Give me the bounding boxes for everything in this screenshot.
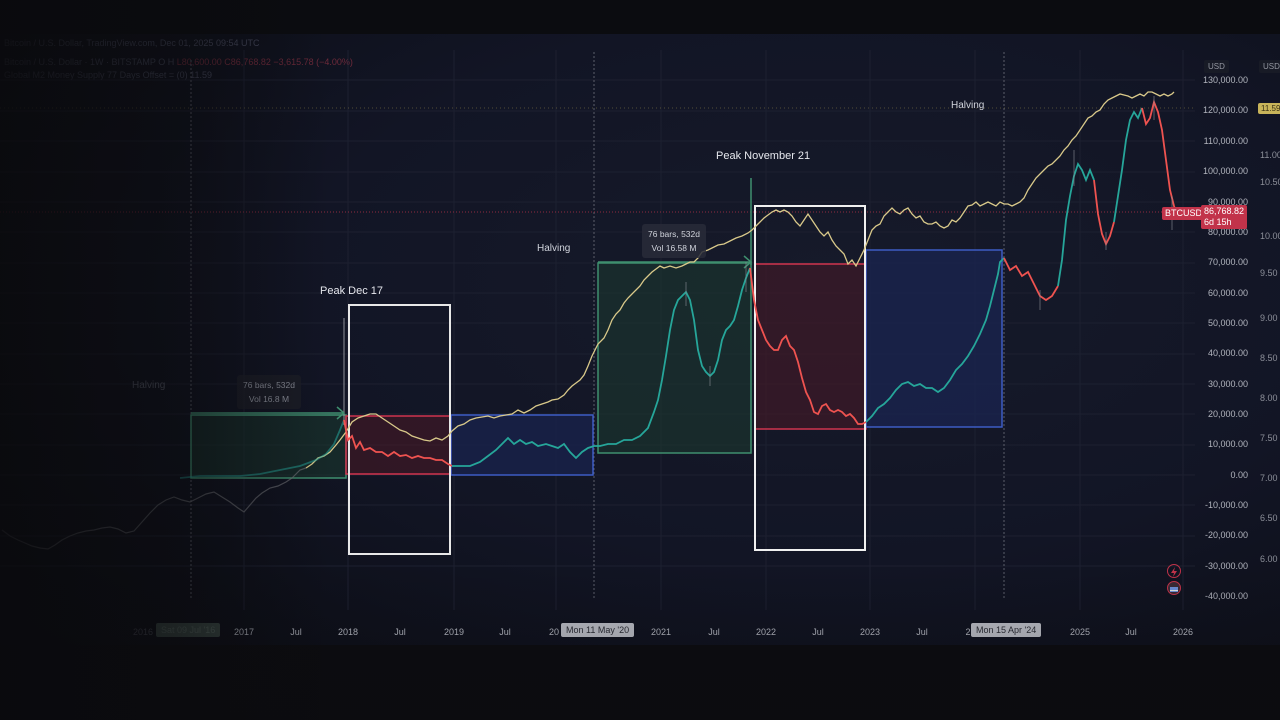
alert-lightning-icon[interactable] xyxy=(1167,564,1181,578)
m2-tick: 9.50 xyxy=(1260,268,1278,278)
price-tick: -40,000.00 xyxy=(1204,591,1248,601)
price-tick: 80,000.00 xyxy=(1207,227,1248,237)
peak-box-2021 xyxy=(754,205,866,551)
price-tick: 90,000.00 xyxy=(1207,197,1248,207)
m2-tick: 6.00 xyxy=(1260,554,1278,564)
time-tick: Jul xyxy=(708,627,720,637)
symbol-tag: BTCUSD xyxy=(1162,207,1206,220)
price-tick: -20,000.00 xyxy=(1204,530,1248,540)
m2-tick: 10.00 xyxy=(1260,231,1280,241)
measure-bars-text: 76 bars, 532d xyxy=(243,380,295,390)
crosshair-date-2024: Mon 15 Apr '24 xyxy=(971,623,1042,637)
last-price-value: 86,768.82 xyxy=(1204,206,1245,216)
measure-volume-text: Vol 16.8 M xyxy=(248,394,290,404)
time-tick: 2016 xyxy=(132,627,154,637)
m2-tick: 7.00 xyxy=(1260,473,1278,483)
peak-label-2021: Peak November 21 xyxy=(716,150,811,162)
time-tick: 2019 xyxy=(443,627,465,637)
crosshair-date-2020: Mon 11 May '20 xyxy=(561,623,635,637)
price-tick: 20,000.00 xyxy=(1207,409,1248,419)
halving-label-2024: Halving xyxy=(951,100,985,111)
accumulation-box-2023 xyxy=(865,249,1003,428)
bottom-band xyxy=(0,645,1280,720)
halving-label-2016: Halving xyxy=(132,380,166,391)
measure-tooltip-2016: 76 bars, 532d Vol 16.8 M xyxy=(237,375,301,409)
crosshair-date-faded: Sat 09 Jul '16 xyxy=(156,623,221,637)
time-tick: Jul xyxy=(1125,627,1137,637)
time-tick: 2017 xyxy=(233,627,255,637)
price-tick: 40,000.00 xyxy=(1207,348,1248,358)
price-tick: -10,000.00 xyxy=(1204,500,1248,510)
time-tick: 2025 xyxy=(1069,627,1091,637)
time-tick: Jul xyxy=(394,627,406,637)
measure-volume-text: Vol 16.58 M xyxy=(651,243,697,253)
m2-line xyxy=(305,91,1175,469)
price-tick: 120,000.00 xyxy=(1202,105,1248,115)
time-tick: 2026 xyxy=(1172,627,1194,637)
time-tick: 20 xyxy=(548,627,560,637)
m2-tick: 8.00 xyxy=(1260,393,1278,403)
price-tick: 100,000.00 xyxy=(1202,166,1248,176)
time-tick: Jul xyxy=(916,627,928,637)
time-tick: 2 xyxy=(965,627,971,637)
time-tick: Jul xyxy=(290,627,302,637)
halving-label-2020: Halving xyxy=(537,243,571,254)
price-tick: 110,000.00 xyxy=(1203,136,1248,146)
price-tick: 50,000.00 xyxy=(1207,318,1248,328)
time-tick: 2023 xyxy=(859,627,881,637)
time-tick: 2022 xyxy=(755,627,777,637)
price-tick: 60,000.00 xyxy=(1207,288,1248,298)
bear-box-2018 xyxy=(345,415,452,475)
time-tick: 2018 xyxy=(337,627,359,637)
price-tick: 130,000.00 xyxy=(1202,75,1248,85)
price-tick: 0.00 xyxy=(1230,470,1248,480)
m2-line-faded xyxy=(1,467,307,550)
measure-tooltip-2020: 76 bars, 532d Vol 16.58 M xyxy=(642,224,706,258)
peak-label-2017: Peak Dec 17 xyxy=(320,285,383,297)
measure-bars-text: 76 bars, 532d xyxy=(648,229,700,239)
cycle-run-box-2020 xyxy=(597,262,752,454)
price-tick: 70,000.00 xyxy=(1207,257,1248,267)
price-axis-currency-button[interactable]: USD xyxy=(1204,60,1229,73)
price-tick: 30,000.00 xyxy=(1207,379,1248,389)
price-tick: 10,000.00 xyxy=(1207,439,1248,449)
btc-candles xyxy=(179,96,1177,479)
m2-tick: 9.00 xyxy=(1260,313,1278,323)
time-tick: 2021 xyxy=(650,627,672,637)
cycle-run-box-2016 xyxy=(190,414,347,479)
peak-box-2017 xyxy=(348,304,451,555)
bar-countdown: 6d 15h xyxy=(1204,217,1232,227)
m2-tick: 11.00 xyxy=(1260,150,1280,160)
m2-axis-currency-button[interactable]: USD xyxy=(1259,60,1280,73)
m2-tick: 8.50 xyxy=(1260,353,1278,363)
m2-tick: 7.50 xyxy=(1260,433,1278,443)
m2-tick: 10.50 xyxy=(1260,177,1280,187)
price-tick: -30,000.00 xyxy=(1204,561,1248,571)
last-price-tag: 86,768.82 6d 15h xyxy=(1201,205,1248,229)
time-tick: Jul xyxy=(812,627,824,637)
flag-currency-icon[interactable] xyxy=(1167,581,1181,595)
m2-tick: 6.50 xyxy=(1260,513,1278,523)
m2-current-value-tag: 11.59 xyxy=(1258,103,1280,114)
time-tick: Jul xyxy=(499,627,511,637)
